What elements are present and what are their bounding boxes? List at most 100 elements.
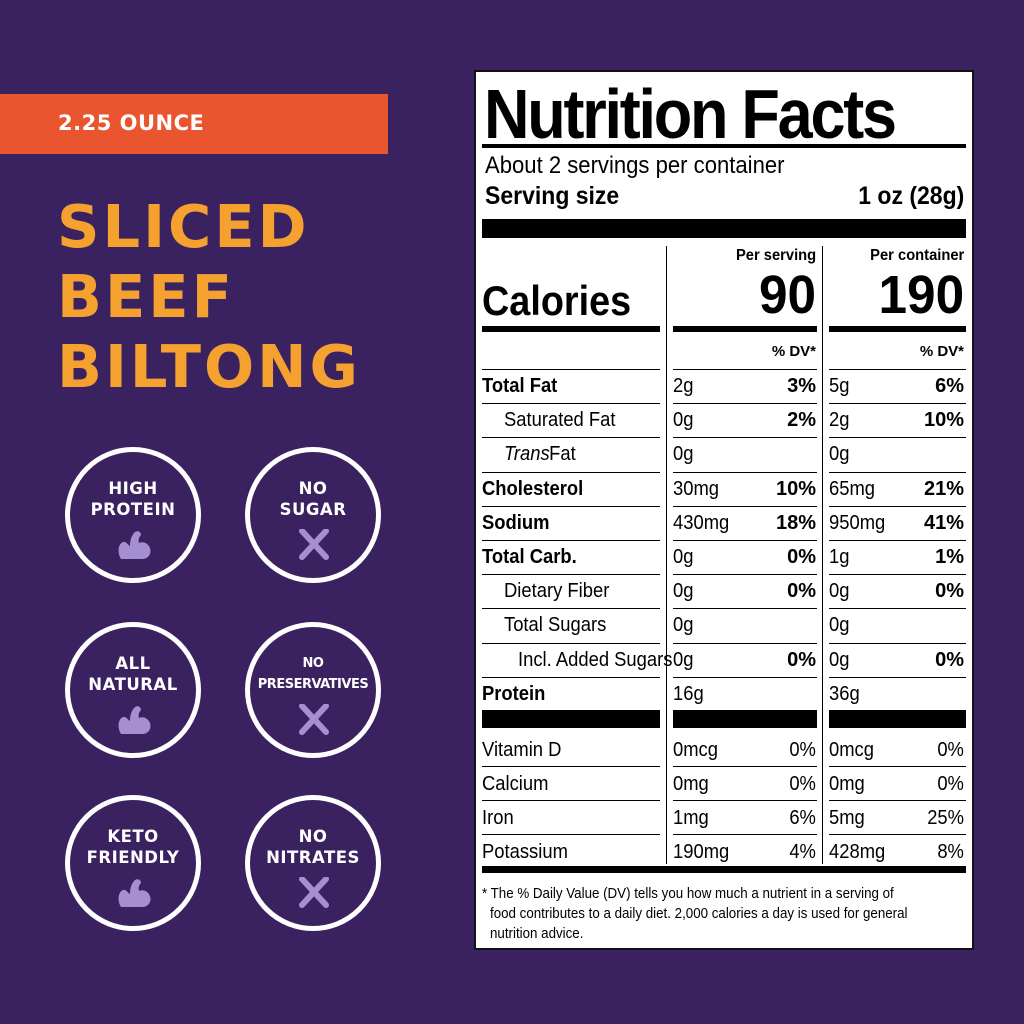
nutrient-name: Total Fat	[482, 375, 558, 397]
calories-label: Calories	[482, 277, 632, 324]
badge-line: FRIENDLY	[86, 848, 180, 867]
badge-label: KETO FRIENDLY	[70, 826, 196, 868]
serving-amount: 16g	[673, 682, 704, 705]
serving-dv: 2%	[787, 409, 816, 432]
calories-rule	[482, 326, 660, 332]
x-icon	[294, 876, 334, 909]
row-rule	[482, 574, 660, 576]
container-dv: 21%	[923, 477, 964, 500]
title-line: BEEF	[57, 262, 235, 331]
container-amount: 950mg	[829, 511, 886, 534]
badge: NO SUGAR	[245, 447, 381, 583]
container-dv: 8%	[937, 841, 964, 863]
row-rule	[673, 505, 817, 507]
row-rule	[673, 471, 817, 473]
row-rule	[673, 540, 817, 541]
container-amount: 0g	[829, 580, 850, 603]
row-rule	[829, 766, 966, 767]
container-amount: 2g	[829, 409, 850, 432]
container-amount: 36g	[829, 682, 860, 705]
serving-amount: 0mg	[673, 773, 709, 795]
badge-label: NO SUGAR	[250, 478, 376, 520]
serving-size-value: 1 oz (28g)	[857, 182, 964, 210]
servings-text: About 2 servings per container	[485, 152, 785, 179]
row-rule	[482, 642, 660, 644]
serving-dv: 0%	[787, 648, 816, 671]
row-rule	[482, 676, 660, 678]
row-rule	[673, 437, 817, 439]
row-rule	[482, 505, 660, 507]
dv-header: % DV*	[919, 343, 964, 360]
nutrient-name: Saturated Fat	[504, 409, 616, 432]
row-rule	[673, 676, 817, 678]
container-dv: 0%	[935, 580, 964, 603]
container-dv: 1%	[935, 546, 964, 568]
badge-line: PROTEIN	[90, 500, 176, 519]
title-line: BILTONG	[57, 332, 361, 401]
badge-line: PRESERVATIVES	[257, 677, 369, 692]
title-line: SLICED	[57, 192, 310, 261]
badge-line: NO	[302, 656, 324, 671]
badge-line: NITRATES	[266, 848, 360, 867]
badge-label: ALL NATURAL	[70, 653, 196, 695]
badge: NO PRESERVATIVES	[245, 622, 381, 758]
nutrient-name: Incl. Added Sugars	[518, 648, 673, 671]
container-amount: 428mg	[829, 841, 886, 863]
row-rule	[673, 800, 817, 801]
product-title: SLICED BEEF BILTONG	[57, 192, 361, 402]
serving-dv: 0%	[789, 773, 816, 795]
badge: ALL NATURAL	[65, 622, 201, 758]
container-amount: 0g	[829, 443, 850, 466]
serving-amount: 0g	[673, 443, 694, 466]
row-rule	[829, 676, 966, 678]
container-dv: 0%	[935, 648, 964, 671]
row-rule	[829, 642, 966, 644]
container-amount: 0g	[829, 648, 850, 671]
footnote-line: food contributes to a daily diet. 2,000 …	[490, 906, 908, 922]
calories-rule	[673, 326, 817, 332]
row-rule	[482, 369, 660, 370]
badge-line: ALL	[115, 654, 151, 673]
row-rule	[673, 834, 817, 835]
footnote-line: nutrition advice.	[490, 926, 584, 942]
calories-container: 190	[878, 265, 964, 325]
nutrient-name: Total Carb.	[482, 546, 577, 568]
container-dv: 41%	[923, 511, 964, 534]
serving-amount: 0g	[673, 614, 694, 637]
badge-line: SUGAR	[279, 500, 347, 519]
container-dv: 25%	[927, 807, 964, 829]
row-rule	[482, 540, 660, 541]
calories-serving: 90	[758, 265, 816, 325]
serving-amount: 190mg	[673, 841, 730, 863]
container-amount: 1g	[829, 546, 850, 568]
badge-line: NATURAL	[88, 675, 178, 694]
serving-amount: 0g	[673, 648, 694, 671]
row-rule	[829, 540, 966, 541]
vitamin-name: Vitamin D	[482, 739, 562, 761]
row-rule	[482, 608, 660, 610]
row-rule	[673, 608, 817, 610]
container-amount: 5g	[829, 375, 850, 397]
row-rule	[829, 471, 966, 473]
thick-rule	[482, 219, 966, 238]
thick-rule	[829, 710, 966, 728]
vitamin-name: Calcium	[482, 773, 549, 795]
serving-dv: 0%	[789, 739, 816, 761]
row-rule	[482, 437, 660, 439]
row-rule	[829, 800, 966, 801]
row-rule	[673, 574, 817, 576]
nutrient-name: Cholesterol	[482, 477, 584, 500]
bottom-rule	[482, 866, 966, 873]
x-icon	[294, 528, 334, 561]
row-rule	[673, 642, 817, 644]
per-container-label: Per container	[869, 247, 964, 264]
serving-amount: 0g	[673, 409, 694, 432]
badge-line: NO	[298, 827, 328, 846]
badge-line: HIGH	[108, 479, 158, 498]
badge-label: HIGH PROTEIN	[70, 478, 196, 520]
serving-dv: 18%	[775, 511, 816, 534]
col-divider	[666, 246, 667, 864]
row-rule	[482, 766, 660, 767]
container-amount: 0mg	[829, 773, 865, 795]
serving-amount: 0g	[673, 546, 694, 568]
